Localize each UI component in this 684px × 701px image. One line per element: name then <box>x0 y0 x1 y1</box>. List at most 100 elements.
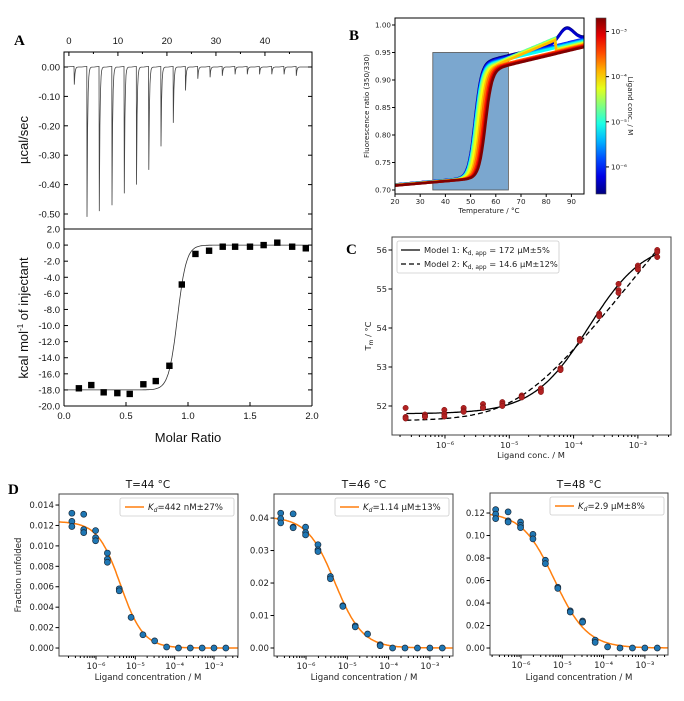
b-xtick-label: 40 <box>441 197 451 206</box>
a-binding-point <box>166 362 173 369</box>
d2-data-point <box>414 644 421 652</box>
d1-xlabel: Ligand concentration / M <box>95 673 202 683</box>
d3-data-point <box>641 644 649 652</box>
d3-data-point <box>604 643 611 651</box>
c-tm-point <box>596 313 603 320</box>
b-melting-curve <box>394 45 585 187</box>
c-legend-suffix: = 172 µM±5% <box>487 245 550 255</box>
c-legend-sub: d, app <box>468 250 487 257</box>
d2-data-point <box>302 531 309 539</box>
d1-data-point <box>210 644 218 652</box>
d1-data-point <box>151 637 159 645</box>
d3-axes-frame <box>489 492 669 656</box>
d3-data-point <box>629 644 636 652</box>
c-xtick-label: 10⁻⁴ <box>564 440 583 450</box>
a-top-ylabel: µcal/sec <box>16 116 31 164</box>
d1-data-point <box>198 644 206 652</box>
b-colorbar-tick-label: 10⁻⁵ <box>611 117 627 126</box>
d2-data-point <box>302 523 309 531</box>
d3-data-point <box>566 608 574 616</box>
d3-data-point <box>492 515 500 523</box>
d3-xtick-label: 10⁻⁶ <box>512 661 531 671</box>
c-tm-point <box>518 394 525 401</box>
d2-xlabel: Ligand concentration / M <box>311 673 418 683</box>
a-bottom-xtick-label: 1.5 <box>243 411 256 422</box>
a-bottom-ytick-label: -16.0 <box>38 369 60 380</box>
c-axes-frame <box>391 236 672 436</box>
c-tm-point <box>441 413 448 420</box>
d2-legend <box>334 497 450 517</box>
d1-data-point <box>115 587 123 595</box>
b-colorbar-tick-label: 10⁻⁴ <box>611 72 627 81</box>
c-legend-label: Model 2: Kd, app = 14.6 µM±12% <box>424 259 558 271</box>
d2-data-point <box>327 575 334 583</box>
d2-fit-curve <box>273 517 453 649</box>
d3-xtick-label: 10⁻⁵ <box>553 661 572 671</box>
d3-data-point <box>591 639 599 646</box>
d3-data-point <box>542 560 549 568</box>
c-tm-point <box>499 403 506 409</box>
c-tm-point <box>537 388 544 395</box>
a-top-xtick-label: 0 <box>66 36 71 47</box>
b-ytick-label: 0.70 <box>375 185 391 194</box>
c-xtick-label: 10⁻⁶ <box>436 440 455 450</box>
a-bottom-ytick-label: 2.0 <box>47 225 60 236</box>
d1-xtick-label: 10⁻⁵ <box>126 662 145 672</box>
d3-legend-label: Kd=2.9 µM±8% <box>578 502 645 513</box>
d3-ytick-label: 0.08 <box>466 554 485 564</box>
c-ylabel-sub: m <box>368 339 375 345</box>
d3-ytick-label: 0.00 <box>466 644 485 654</box>
a-top-ytick-label: 0.00 <box>42 62 61 73</box>
a-binding-point <box>126 390 133 398</box>
a-bottom-ytick-label: -2.0 <box>44 257 60 268</box>
b-xtick-label: 20 <box>390 197 400 206</box>
panel-label-b: B <box>349 28 359 44</box>
d2-legend-value: =1.14 µM±13% <box>372 503 440 513</box>
d1-data-point <box>104 549 111 557</box>
d1-data-point <box>222 644 230 652</box>
a-bottom-ytick-label: -18.0 <box>38 385 60 396</box>
c-tm-point <box>480 404 486 411</box>
a-binding-point <box>152 377 159 385</box>
d1-legend-label: Kd=442 nM±27% <box>148 503 223 514</box>
c-tm-point <box>615 280 622 287</box>
c-ylabel-tail: / °C <box>363 321 373 339</box>
a-bottom-ytick-label: 0.0 <box>47 241 60 252</box>
a-bottom-ylabel: kcal mol-1 of injectant <box>16 257 31 379</box>
c-ytick-label: 52 <box>376 401 387 411</box>
b-ytick-label: 0.90 <box>375 75 391 84</box>
d1-data-point <box>80 510 88 518</box>
c-legend-prefix: Model 2: K <box>424 259 468 269</box>
d3-legend-value: =2.9 µM±8% <box>587 502 644 512</box>
b-xtick-label: 30 <box>416 197 426 206</box>
d3-legend <box>549 496 665 516</box>
a-binding-point <box>88 381 95 389</box>
a-binding-point <box>192 250 199 258</box>
a-binding-point <box>100 389 107 396</box>
d2-ytick-label: 0.03 <box>250 547 269 557</box>
b-xtick-label: 60 <box>491 197 501 206</box>
c-model1-curve <box>406 253 658 415</box>
d1-data-point <box>92 537 99 545</box>
d3-data-point <box>579 618 586 626</box>
a-bottom-ytick-label: -8.0 <box>44 305 60 316</box>
d1-data-point <box>175 644 182 652</box>
c-model2-curve <box>406 249 658 421</box>
a-bottom-ytick-label: -12.0 <box>38 337 60 348</box>
a-binding-point <box>219 243 226 250</box>
c-ytick-label: 55 <box>376 284 387 294</box>
d2-data-point <box>351 623 359 631</box>
b-xtick-label: 80 <box>542 197 552 206</box>
c-tm-point <box>421 413 428 420</box>
d1-ytick-label: 0.004 <box>29 603 54 613</box>
c-legend-sub: d, app <box>468 264 487 271</box>
a-bottom-xlabel: Molar Ratio <box>155 430 221 445</box>
panel-label-a: A <box>14 33 25 49</box>
a-top-axes-frame <box>63 51 313 230</box>
d1-ytick-label: 0.002 <box>29 624 54 634</box>
panel-label-c: C <box>346 242 357 258</box>
b-colorbar-tick-label: 10⁻⁶ <box>611 162 627 171</box>
a-top-ytick-label: -0.40 <box>38 180 60 191</box>
d3-data-point <box>529 535 537 543</box>
c-tm-point <box>557 367 564 374</box>
